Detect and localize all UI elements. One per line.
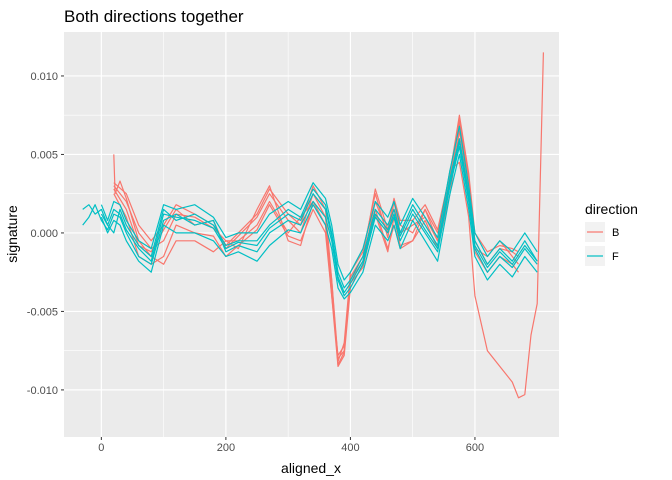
y-tick-label: -0.005	[27, 306, 58, 318]
series-line-B	[113, 114, 519, 366]
legend-title: direction	[585, 201, 638, 217]
legend-label-F: F	[612, 251, 619, 263]
x-tick-label: 400	[341, 442, 359, 454]
x-axis-title: aligned_x	[281, 460, 341, 476]
y-tick-label: 0.005	[30, 149, 58, 161]
grid-major	[64, 32, 559, 437]
y-tick-label: 0.010	[30, 71, 58, 83]
y-axis-title: signature	[4, 205, 20, 263]
legend-label-B: B	[612, 227, 619, 239]
plot-panel	[64, 32, 559, 437]
series-line-B	[113, 119, 519, 363]
series-line-B	[113, 130, 519, 356]
series-layer	[82, 52, 544, 399]
series-line-F	[82, 138, 538, 289]
series-line-F	[82, 146, 538, 297]
legend: direction BF	[585, 201, 638, 266]
series-line-F	[100, 125, 538, 281]
x-tick-label: 200	[217, 442, 235, 454]
x-tick-label: 600	[466, 442, 484, 454]
x-axis: 0 200 400 600	[98, 437, 484, 454]
y-axis: -0.010 -0.005 0.000 0.005 0.010	[27, 71, 64, 397]
x-tick-label: 0	[98, 442, 104, 454]
series-line-F	[100, 153, 538, 300]
y-tick-label: -0.010	[27, 385, 58, 397]
series-line-F	[100, 141, 538, 294]
y-tick-label: 0.000	[30, 228, 58, 240]
chart-title: Both directions together	[64, 7, 244, 26]
